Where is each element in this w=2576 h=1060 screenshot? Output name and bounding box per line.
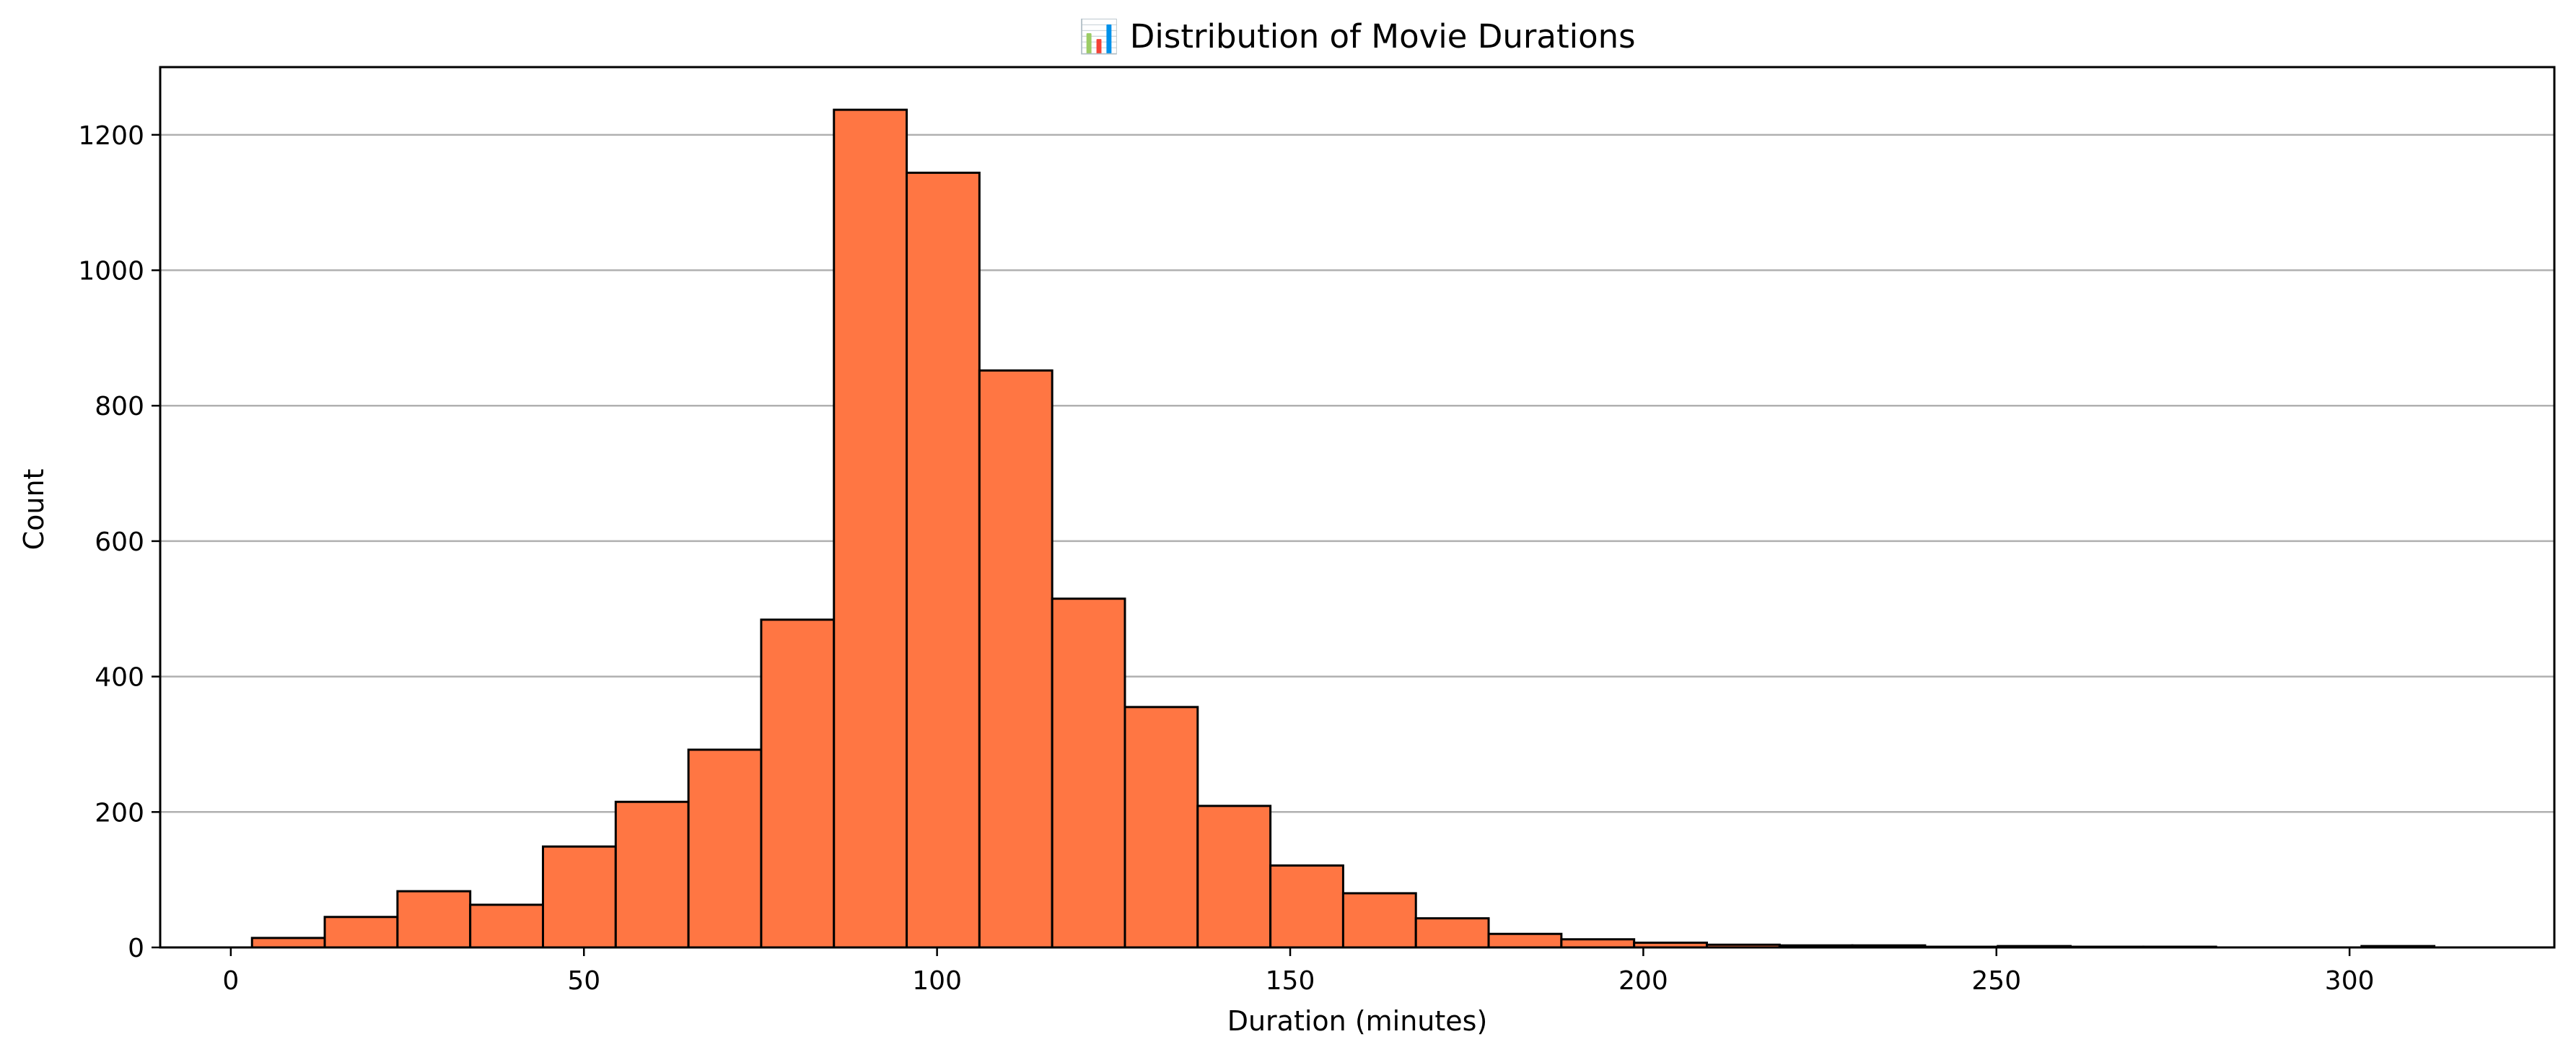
y-tick-label: 1200 xyxy=(78,121,144,151)
histogram-bar xyxy=(250,937,326,949)
x-tick-label: 50 xyxy=(567,966,600,996)
x-tick-label: 150 xyxy=(1266,966,1315,996)
x-tick-label: 0 xyxy=(222,966,239,996)
y-gridlines xyxy=(160,133,2554,949)
y-tick-label: 0 xyxy=(128,934,144,963)
histogram-bar xyxy=(614,800,690,949)
histogram-bar xyxy=(978,369,1053,949)
x-tick-label: 200 xyxy=(1618,966,1668,996)
histogram-bar xyxy=(1560,938,1636,949)
histogram-bar xyxy=(1414,917,1490,949)
y-tick-label: 200 xyxy=(95,798,144,828)
histogram-bar xyxy=(469,903,544,949)
histogram-bar xyxy=(687,748,763,949)
chart-title: 📊 Distribution of Movie Durations xyxy=(1079,17,1635,56)
x-axis-label: Duration (minutes) xyxy=(1227,1005,1488,1037)
y-tick-label: 800 xyxy=(95,392,144,421)
histogram-bar xyxy=(906,171,981,949)
histogram-bar xyxy=(1196,805,1272,949)
histogram-bar xyxy=(760,618,836,949)
plot-area-frame xyxy=(159,66,2556,949)
y-axis-label: Count xyxy=(18,469,50,551)
x-tick-label: 100 xyxy=(912,966,962,996)
histogram-bar xyxy=(1051,597,1126,949)
histogram-bar xyxy=(1487,932,1563,949)
x-tick-label: 250 xyxy=(1971,966,2021,996)
histogram-bar xyxy=(541,845,617,949)
x-axis-ticks: 0 50 100 150 200 250 300 xyxy=(222,947,2375,996)
histogram-bar xyxy=(396,890,472,949)
histogram-bar xyxy=(1269,864,1344,949)
histogram-bar xyxy=(833,108,908,949)
x-tick-label: 300 xyxy=(2325,966,2375,996)
histogram-bars xyxy=(250,108,2436,949)
histogram-bar xyxy=(1123,706,1199,949)
histogram-bar xyxy=(1341,892,1417,949)
y-tick-label: 1000 xyxy=(78,257,144,286)
y-tick-label: 600 xyxy=(95,527,144,557)
y-axis-ticks: 0 200 400 600 800 1000 1200 xyxy=(78,121,160,963)
histogram-bar xyxy=(323,916,399,949)
y-tick-label: 400 xyxy=(95,663,144,693)
